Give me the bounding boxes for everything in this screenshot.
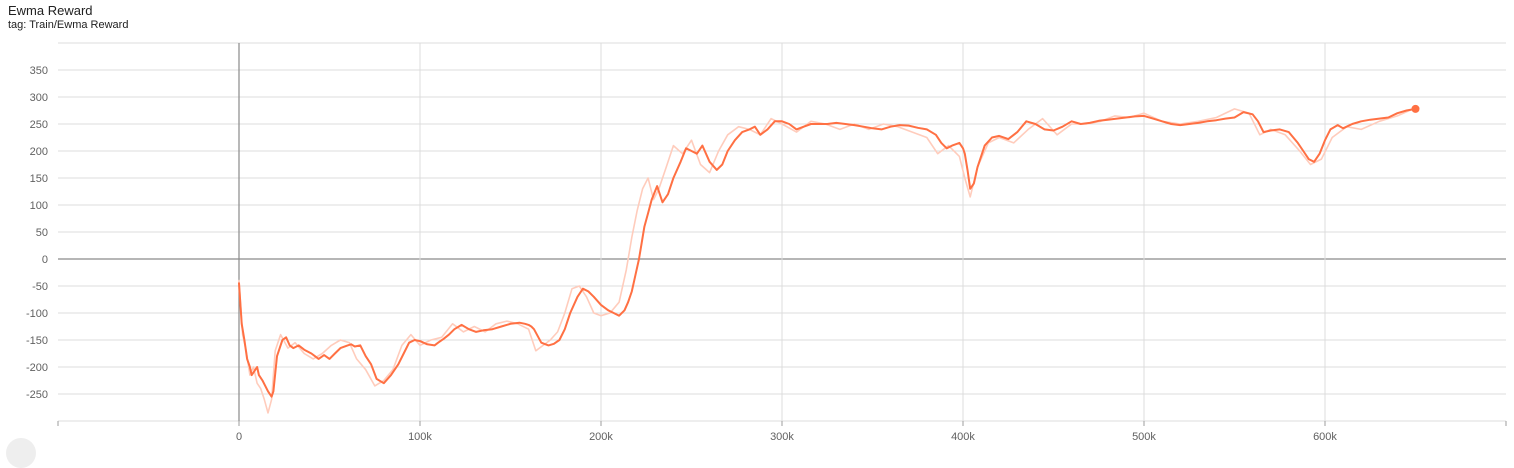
x-tick-label: 300k (770, 431, 794, 443)
y-tick-label: 350 (30, 65, 48, 77)
grid-layer (58, 42, 1506, 422)
smoothed-series-line (238, 107, 1417, 398)
last-point-marker[interactable] (1411, 104, 1420, 113)
series-layer (238, 104, 1420, 414)
y-tick-label: 50 (36, 227, 48, 239)
axis-layer: -250 -200 -150 -100 -50 0 50 100 150 200 250 300 350… (26, 65, 1507, 443)
y-tick-label: 250 (30, 119, 48, 131)
chart-title: Ewma Reward (8, 3, 93, 18)
x-tick-label: 500k (1132, 431, 1156, 443)
y-tick-label: -100 (26, 308, 48, 320)
y-tick-label: -150 (26, 335, 48, 347)
y-tick-label: 100 (30, 200, 48, 212)
y-tick-label: 200 (30, 146, 48, 158)
line-chart[interactable]: -250 -200 -150 -100 -50 0 50 100 150 200 250 300 350… (0, 0, 1514, 448)
y-tick-label: 300 (30, 92, 48, 104)
x-tick-label: 100k (408, 431, 432, 443)
x-tick-label: 200k (589, 431, 613, 443)
y-tick-label: -50 (32, 281, 48, 293)
fit-domain-button[interactable] (6, 438, 36, 468)
x-tick-label: 600k (1313, 431, 1337, 443)
x-tick-label: 400k (951, 431, 975, 443)
y-tick-label: 0 (42, 254, 48, 266)
y-tick-label: -200 (26, 362, 48, 374)
y-tick-label: -250 (26, 389, 48, 401)
y-tick-label: 150 (30, 173, 48, 185)
chart-tag: tag: Train/Ewma Reward (8, 19, 129, 31)
x-tick-label: 0 (236, 431, 242, 443)
